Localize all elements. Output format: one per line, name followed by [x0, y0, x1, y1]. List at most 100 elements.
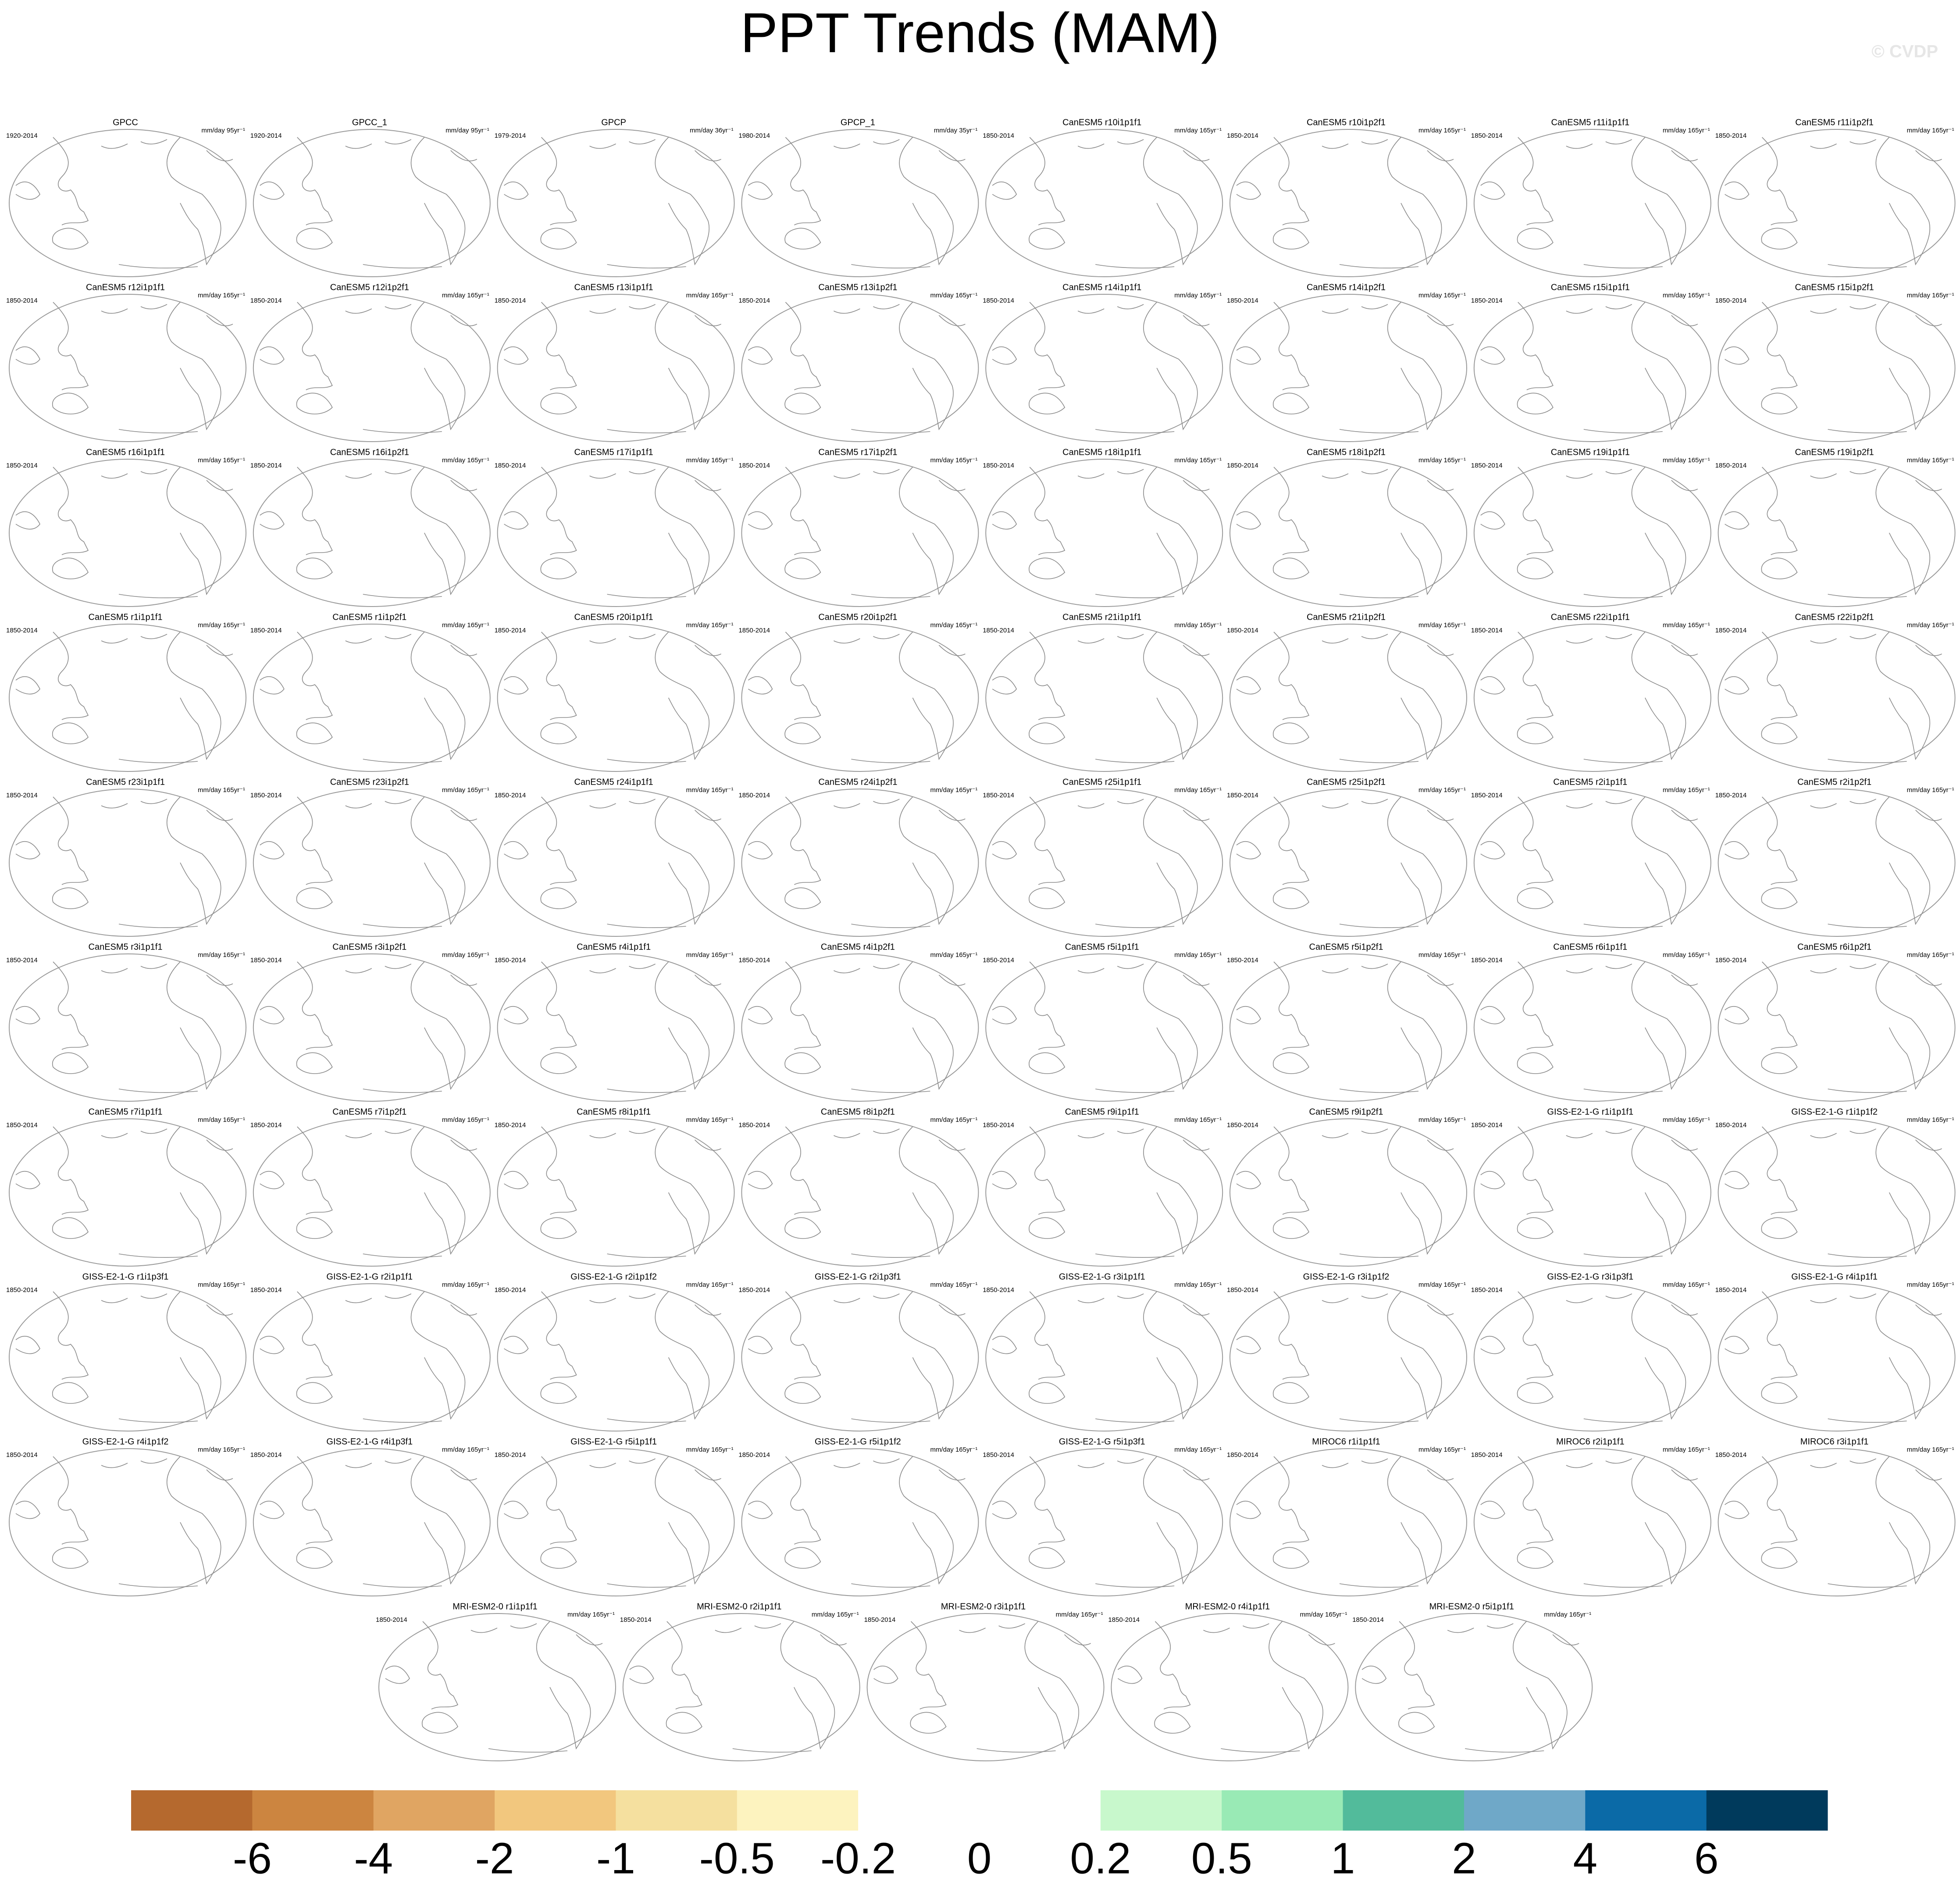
panel-period: 1850-2014	[1471, 132, 1503, 139]
panel-units: mm/day 165yr⁻¹	[1907, 951, 1954, 959]
panel-units: mm/day 165yr⁻¹	[198, 457, 245, 464]
panel-units: mm/day 165yr⁻¹	[1907, 292, 1954, 299]
panel-units: mm/day 165yr⁻¹	[442, 292, 489, 299]
panel-title: CanESM5 r9i1p1f1	[1065, 1107, 1139, 1117]
map-panel: CanESM5 r1i1p2f1 1850-2014 mm/day 165yr⁻¹	[250, 612, 491, 772]
map-panel: CanESM5 r18i1p2f1 1850-2014 mm/day 165yr⁻¹	[1227, 447, 1467, 607]
panel-period: 1850-2014	[983, 792, 1014, 799]
globe-outline	[741, 1448, 979, 1596]
map-panel: CanESM5 r4i1p2f1 1850-2014 mm/day 165yr⁻¹	[738, 942, 979, 1102]
panel-title: CanESM5 r19i1p2f1	[1795, 447, 1874, 457]
panel-title: CanESM5 r4i1p2f1	[821, 942, 895, 952]
panel-title: CanESM5 r20i1p1f1	[574, 612, 653, 622]
panel-title: CanESM5 r22i1p2f1	[1795, 612, 1874, 622]
map-panel: MRI-ESM2-0 r5i1p1f1 1850-2014 mm/day 165yr…	[1352, 1602, 1593, 1761]
map-panel: CanESM5 r21i1p2f1 1850-2014 mm/day 165yr⁻¹	[1227, 612, 1467, 772]
panel-units: mm/day 165yr⁻¹	[930, 786, 977, 794]
panel-period: 1850-2014	[1108, 1616, 1140, 1624]
panel-title: CanESM5 r25i1p1f1	[1062, 777, 1141, 787]
panel-period: 1850-2014	[1227, 132, 1258, 139]
colorbar-swatch	[858, 1790, 980, 1831]
colorbar-swatch	[373, 1790, 495, 1831]
panel-title: GPCC	[113, 118, 138, 127]
map-panel: GISS-E2-1-G r4i1p3f1 1850-2014 mm/day 165y…	[250, 1437, 491, 1596]
panel-title: CanESM5 r7i1p2f1	[332, 1107, 406, 1117]
panel-period: 1850-2014	[1227, 792, 1258, 799]
panel-period: 1850-2014	[1471, 1286, 1503, 1294]
panel-units: mm/day 165yr⁻¹	[1663, 1281, 1710, 1289]
globe-outline	[497, 1118, 735, 1267]
panel-period: 1850-2014	[1715, 132, 1747, 139]
panel-period: 1850-2014	[495, 792, 526, 799]
globe-outline	[253, 294, 491, 442]
map-panel: CanESM5 r9i1p1f1 1850-2014 mm/day 165yr⁻¹	[983, 1107, 1223, 1267]
panel-title: GISS-E2-1-G r3i1p1f1	[1059, 1272, 1145, 1282]
panel-units: mm/day 165yr⁻¹	[930, 1446, 977, 1453]
globe-outline	[497, 459, 735, 607]
panel-units: mm/day 165yr⁻¹	[198, 621, 245, 629]
panel-period: 1850-2014	[738, 1286, 770, 1294]
map-panel: MIROC6 r2i1p1f1 1850-2014 mm/day 165yr⁻¹	[1471, 1437, 1711, 1596]
panel-title: CanESM5 r15i1p1f1	[1551, 282, 1630, 292]
panel-period: 1850-2014	[1471, 1451, 1503, 1459]
globe-outline	[1473, 789, 1711, 937]
panel-title: CanESM5 r8i1p2f1	[821, 1107, 895, 1117]
globe-outline	[497, 624, 735, 772]
globe-outline	[1718, 953, 1956, 1102]
panel-title: GISS-E2-1-G r5i1p1f1	[570, 1437, 657, 1446]
panel-period: 1850-2014	[1227, 627, 1258, 634]
panel-units: mm/day 165yr⁻¹	[1663, 292, 1710, 299]
panel-period: 1850-2014	[250, 627, 282, 634]
globe-outline	[1473, 129, 1711, 277]
panel-period: 1850-2014	[250, 297, 282, 304]
panel-units: mm/day 165yr⁻¹	[1418, 1281, 1466, 1289]
panel-title: CanESM5 r12i1p2f1	[330, 282, 409, 292]
globe-outline	[1229, 294, 1467, 442]
colorbar-label: 1	[1331, 1834, 1355, 1883]
panel-units: mm/day 165yr⁻¹	[198, 951, 245, 959]
colorbar-label: -4	[354, 1834, 393, 1883]
panel-title: CanESM5 r13i1p2f1	[818, 282, 897, 292]
globe-outline	[985, 953, 1223, 1102]
globe-outline	[253, 953, 491, 1102]
panel-units: mm/day 36yr⁻¹	[690, 127, 734, 134]
panel-period: 1850-2014	[983, 1451, 1014, 1459]
map-panel: CanESM5 r19i1p2f1 1850-2014 mm/day 165yr⁻¹	[1715, 447, 1956, 607]
panel-units: mm/day 165yr⁻¹	[1174, 127, 1222, 134]
map-panel: CanESM5 r14i1p1f1 1850-2014 mm/day 165yr⁻¹	[983, 282, 1223, 442]
panel-units: mm/day 95yr⁻¹	[201, 127, 245, 134]
panel-period: 1850-2014	[1715, 957, 1747, 964]
globe-outline	[1718, 1118, 1956, 1267]
map-panel: CanESM5 r12i1p1f1 1850-2014 mm/day 165yr⁻¹	[6, 282, 246, 442]
colorbar-label: 6	[1694, 1834, 1719, 1883]
panel-title: CanESM5 r23i1p1f1	[86, 777, 165, 787]
globe-outline	[9, 1448, 246, 1596]
panel-units: mm/day 165yr⁻¹	[1418, 457, 1466, 464]
map-panel: CanESM5 r4i1p1f1 1850-2014 mm/day 165yr⁻¹	[495, 942, 735, 1102]
panel-units: mm/day 165yr⁻¹	[1907, 1446, 1954, 1453]
colorbar-swatch	[1343, 1790, 1465, 1831]
map-panel: GISS-E2-1-G r1i1p1f1 1850-2014 mm/day 165y…	[1471, 1107, 1711, 1267]
panel-period: 1850-2014	[738, 462, 770, 469]
panel-period: 1850-2014	[1227, 462, 1258, 469]
map-panel: CanESM5 r20i1p1f1 1850-2014 mm/day 165yr⁻¹	[495, 612, 735, 772]
panel-title: CanESM5 r16i1p2f1	[330, 447, 409, 457]
map-panel: GISS-E2-1-G r4i1p1f1 1850-2014 mm/day 165y…	[1715, 1272, 1956, 1431]
panel-units: mm/day 165yr⁻¹	[198, 1446, 245, 1453]
panel-period: 1850-2014	[6, 1121, 38, 1129]
panel-units: mm/day 165yr⁻¹	[1418, 1116, 1466, 1124]
panel-title: CanESM5 r10i1p2f1	[1307, 118, 1386, 127]
map-panel: CanESM5 r10i1p1f1 1850-2014 mm/day 165yr⁻¹	[983, 118, 1223, 277]
map-panel: MRI-ESM2-0 r1i1p1f1 1850-2014 mm/day 165yr…	[376, 1602, 616, 1761]
map-panel: GPCP 1979-2014 mm/day 36yr⁻¹	[495, 118, 735, 277]
panel-period: 1850-2014	[1352, 1616, 1384, 1624]
panel-units: mm/day 165yr⁻¹	[1663, 127, 1710, 134]
panel-period: 1850-2014	[1227, 957, 1258, 964]
panel-period: 1850-2014	[983, 1121, 1014, 1129]
map-panel: MIROC6 r3i1p1f1 1850-2014 mm/day 165yr⁻¹	[1715, 1437, 1956, 1596]
panel-period: 1850-2014	[1715, 627, 1747, 634]
colorbar-label: -1	[596, 1834, 635, 1883]
panel-title: CanESM5 r2i1p1f1	[1553, 777, 1627, 787]
globe-outline	[1229, 953, 1467, 1102]
panel-title: CanESM5 r25i1p2f1	[1307, 777, 1386, 787]
